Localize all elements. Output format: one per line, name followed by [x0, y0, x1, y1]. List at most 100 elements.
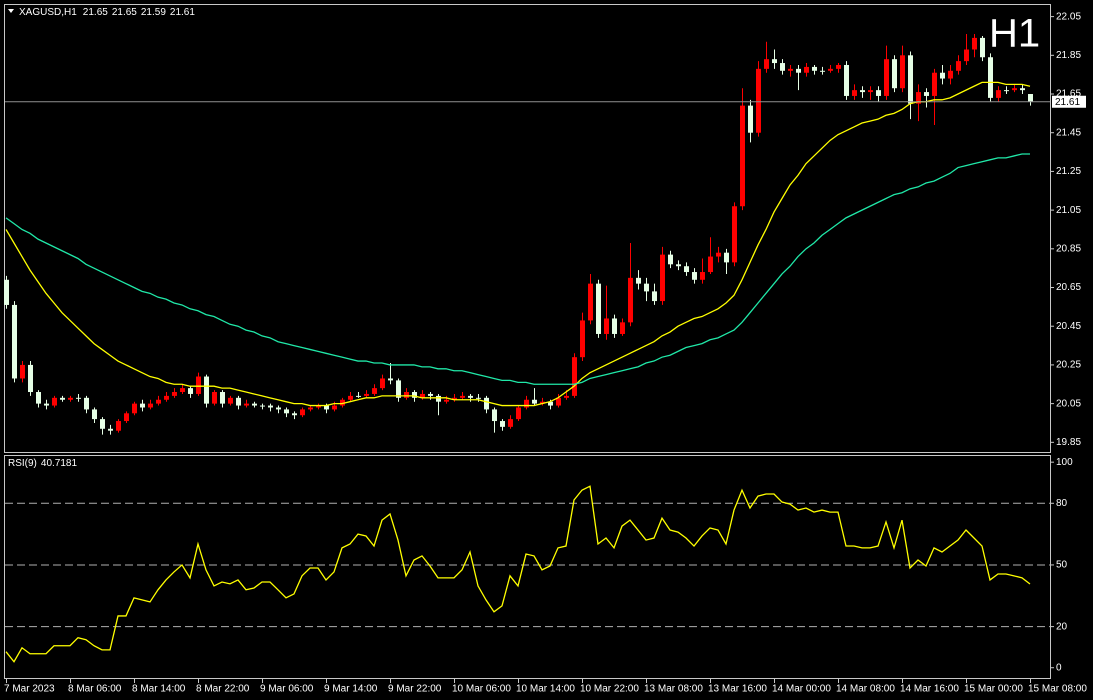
candle-body: [108, 428, 113, 431]
candle-body: [676, 264, 681, 267]
candle-body: [572, 357, 577, 396]
candle-body: [388, 378, 393, 381]
candle-body: [636, 277, 641, 284]
y-tick-label: 21.25: [1056, 166, 1081, 177]
candle-body: [828, 68, 833, 71]
moving-average: [5, 81, 1031, 407]
y-tick-label: 20.45: [1056, 321, 1081, 332]
candle-body: [900, 55, 905, 89]
candle-body: [668, 254, 673, 265]
candle-body: [420, 393, 425, 398]
y-tick-label: 21.65: [1056, 89, 1081, 100]
candle-body: [92, 409, 97, 420]
candle-body: [204, 376, 209, 404]
candle-body: [220, 392, 225, 404]
candle-body: [588, 283, 593, 321]
x-tick-label: 8 Mar 22:00: [196, 684, 250, 695]
x-tick-label: 9 Mar 22:00: [388, 684, 442, 695]
candle-body: [524, 399, 529, 408]
candle-body: [884, 59, 889, 96]
x-tick-label: 10 Mar 14:00: [516, 684, 575, 695]
y-tick-label: 20.25: [1056, 360, 1081, 371]
header-close: 21.61: [170, 7, 195, 18]
candle-body: [284, 409, 289, 414]
candle-body: [540, 401, 545, 404]
x-tick-label: 14 Mar 08:00: [836, 684, 895, 695]
candle-body: [1028, 94, 1033, 102]
rsi-title: RSI(9): [8, 458, 37, 469]
symbol-title: XAGUSD,H1: [19, 7, 77, 18]
candle-body: [644, 283, 649, 292]
candle-body: [228, 397, 233, 404]
candle-body: [124, 413, 129, 422]
candle-body: [548, 401, 553, 406]
candle-body: [20, 364, 25, 379]
candle-body: [916, 92, 921, 104]
candle-body: [844, 64, 849, 96]
candle-body: [628, 277, 633, 323]
y-tick-label: 20.05: [1056, 398, 1081, 409]
price-label: 21.61: [1055, 97, 1080, 108]
candle-body: [364, 393, 369, 396]
candle-body: [684, 266, 689, 273]
candle-body: [300, 409, 305, 416]
candle-body: [820, 70, 825, 72]
candle-body: [396, 380, 401, 398]
candle-body: [780, 63, 785, 71]
candle-body: [812, 66, 817, 71]
candle-body: [12, 304, 17, 379]
candle-body: [100, 419, 105, 429]
y-tick-label: 100: [1056, 457, 1073, 468]
main-panel-frame: [4, 4, 1051, 453]
rsi-header: RSI(9) 40.7181: [8, 458, 77, 469]
y-tick-label: 50: [1056, 560, 1068, 571]
candle-body: [324, 405, 329, 410]
x-tick-label: 15 Mar 08:00: [1028, 684, 1087, 695]
candle-body: [36, 392, 41, 404]
candle-body: [804, 66, 809, 73]
candle-body: [484, 397, 489, 410]
x-tick-label: 8 Mar 06:00: [68, 684, 122, 695]
x-tick-label: 10 Mar 06:00: [452, 684, 511, 695]
x-tick-label: 13 Mar 08:00: [644, 684, 703, 695]
plot-layer: 22.05 21.85 21.65 21.45 21.25 21.05 20.85 20.65…: [4, 11, 1087, 695]
candle-body: [924, 92, 929, 96]
candle-body: [580, 320, 585, 358]
candle-body: [740, 105, 745, 207]
candle-body: [236, 397, 241, 406]
candle-body: [980, 37, 985, 58]
header-open: 21.65: [83, 7, 108, 18]
candle-body: [564, 395, 569, 398]
candle-body: [876, 90, 881, 96]
candle-body: [428, 393, 433, 396]
candle-body: [964, 49, 969, 62]
candle-body: [196, 376, 201, 394]
collapse-icon[interactable]: [8, 9, 14, 13]
y-tick-label: 80: [1056, 498, 1068, 509]
y-tick-label: 21.05: [1056, 205, 1081, 216]
candle-body: [164, 395, 169, 400]
candle-body: [932, 72, 937, 96]
candle-body: [1004, 90, 1009, 92]
candle-body: [252, 403, 257, 406]
candle-body: [532, 399, 537, 404]
x-tick-label: 15 Mar 00:00: [964, 684, 1023, 695]
candle-body: [308, 407, 313, 410]
candle-body: [596, 283, 601, 334]
candle-body: [988, 57, 993, 98]
timeframe-annotation: H1: [989, 12, 1040, 56]
candle-body: [404, 392, 409, 398]
candle-body: [940, 72, 945, 79]
header-high: 21.65: [112, 7, 137, 18]
candle-body: [708, 256, 713, 273]
candle-body: [188, 388, 193, 394]
candle-body: [748, 105, 753, 133]
rsi-panel-frame: [4, 455, 1051, 679]
moving-average: [5, 153, 1030, 385]
candle-body: [692, 272, 697, 280]
price-label-box: [1052, 95, 1086, 108]
candle-body: [700, 272, 705, 280]
candle-body: [556, 397, 561, 406]
